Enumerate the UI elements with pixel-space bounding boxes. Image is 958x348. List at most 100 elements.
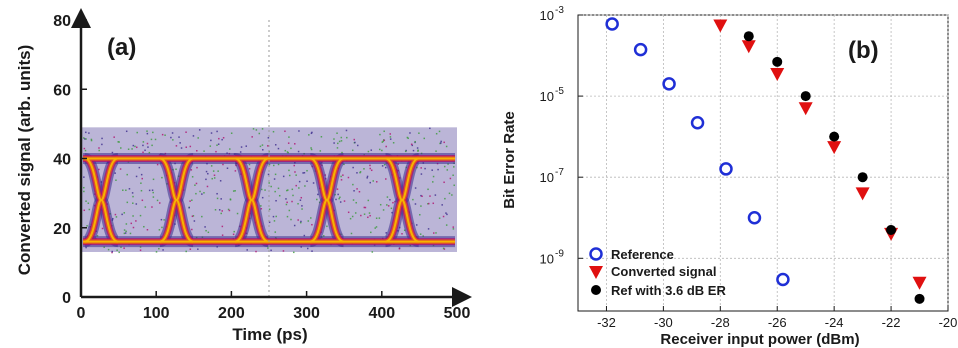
eye-speckle [369,167,371,170]
eye-speckle [148,189,151,192]
panel-b-y-title: Bit Error Rate [501,111,518,209]
eye-speckle [103,246,105,248]
eye-speckle [234,190,236,192]
eye-speckle [228,209,231,212]
eye-speckle [432,175,435,178]
eye-speckle [229,198,232,200]
eye-speckle [155,251,158,253]
eye-speckle [415,224,418,226]
panel-b-plot-area [577,14,949,312]
eye-speckle [192,215,195,217]
eye-speckle [229,148,231,150]
eye-speckle [398,247,401,250]
eye-speckle [267,173,270,176]
eye-speckle [297,202,299,205]
eye-speckle [446,213,448,216]
eye-speckle [339,201,342,203]
eye-speckle [197,248,199,250]
panel-b-y-tick-exponent: -9 [555,248,564,259]
eye-speckle [150,138,153,141]
eye-speckle [443,141,445,144]
eye-speckle [403,229,406,232]
eye-speckle [383,139,386,142]
eye-speckle [316,198,318,201]
panel-b-grid [578,14,949,311]
eye-speckle [216,197,219,200]
eye-speckle [114,213,117,216]
point-converted-signal [798,102,813,116]
eye-speckle [218,209,221,211]
eye-speckle [347,176,350,179]
eye-speckle [429,195,431,197]
eye-speckle [135,146,138,149]
eye-speckle [432,181,434,183]
eye-speckle [142,141,145,143]
eye-speckle [410,143,413,146]
eye-speckle [427,203,429,205]
eye-speckle [132,202,134,204]
point-ref-with-er [772,56,783,67]
eye-speckle [239,151,242,153]
eye-speckle [158,202,161,204]
eye-speckle [292,194,294,197]
eye-speckle [83,186,85,189]
eye-speckle [221,234,224,236]
eye-speckle [146,132,149,135]
eye-speckle [221,210,223,212]
eye-speckle [122,189,124,191]
eye-speckle [132,195,134,198]
eye-speckle [317,193,319,196]
eye-speckle [307,220,310,222]
eye-speckle [152,196,155,198]
eye-speckle [210,139,212,142]
eye-speckle [442,247,445,250]
eye-speckle [264,189,266,191]
eye-speckle [209,145,212,147]
eye-speckle [221,225,224,228]
eye-speckle [340,136,343,139]
eye-speckle [120,246,122,248]
eye-speckle [320,136,323,138]
eye-speckle [340,179,343,181]
eye-speckle [197,137,199,139]
eye-speckle [336,147,339,149]
eye-speckle [232,233,235,236]
eye-speckle [337,142,339,145]
panel-a-x-tick-label: 400 [368,305,395,322]
eye-speckle [379,148,381,151]
eye-speckle [234,170,237,172]
eye-speckle [379,203,382,206]
eye-speckle [112,217,114,220]
eye-speckle [375,217,378,219]
eye-speckle [220,212,222,215]
eye-speckle [440,142,442,144]
eye-speckle [433,232,435,234]
eye-speckle [118,251,120,254]
eye-speckle [227,208,230,211]
eye-speckle [240,146,243,148]
eye-speckle [294,171,296,173]
eye-speckle [434,194,437,196]
eye-speckle [435,150,437,152]
eye-speckle [121,213,123,216]
eye-speckle [308,134,310,136]
eye-speckle [135,203,138,205]
eye-speckle [353,190,355,192]
eye-speckle [336,132,338,134]
eye-speckle [288,169,290,172]
eye-speckle [267,145,269,147]
eye-speckle [203,150,205,152]
eye-speckle [352,183,354,186]
eye-speckle [371,251,374,253]
eye-speckle [161,176,163,179]
panel-b-x-title: Receiver input power (dBm) [660,331,859,348]
eye-speckle [195,182,198,185]
eye-speckle [385,178,387,180]
eye-speckle [381,141,384,143]
eye-speckle [216,130,218,133]
eye-speckle [335,198,337,201]
eye-speckle [363,168,365,170]
